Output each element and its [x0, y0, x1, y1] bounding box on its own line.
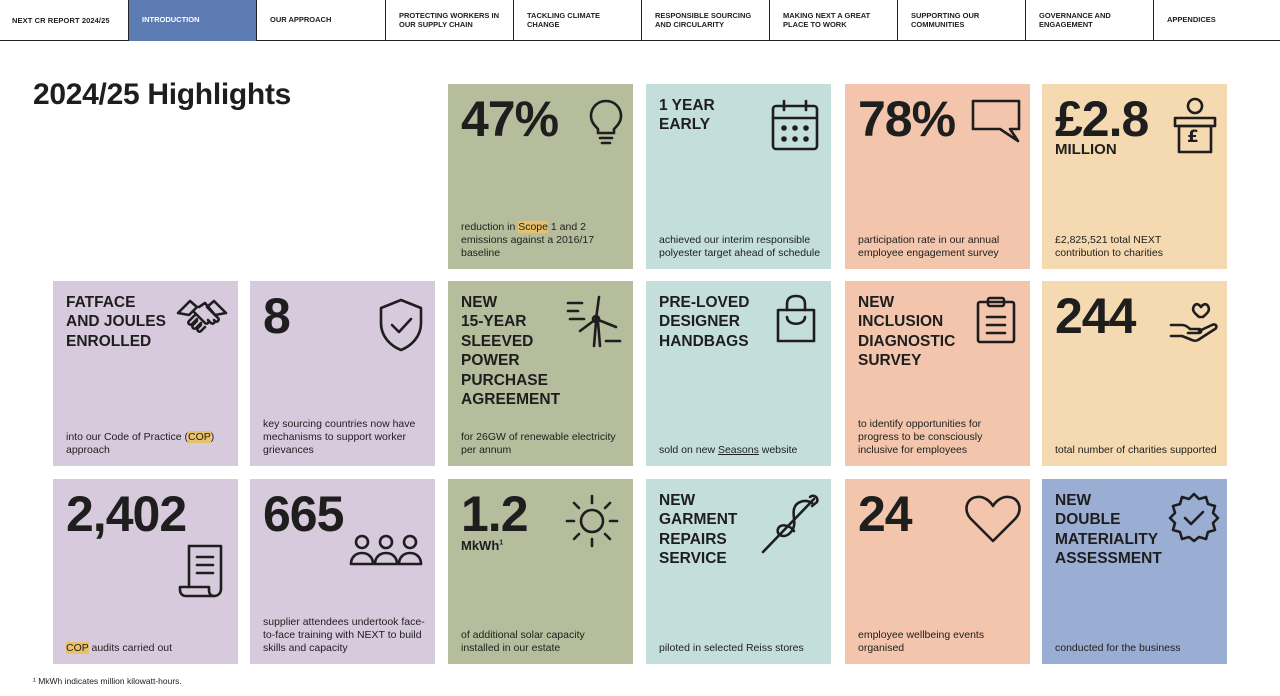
shield-check-icon [378, 297, 424, 358]
clipboard-icon [975, 295, 1017, 350]
tile-description: employee wellbeing events organised [858, 628, 985, 654]
tile-heading: NEW 15-YEAR SLEEVED POWER PURCHASE AGREEMENT [461, 294, 561, 408]
tile-heading: 1 YEAR EARLY [659, 97, 715, 134]
tile-value: 665 [263, 486, 344, 542]
tile-heading: NEW DOUBLE MATERIALITY ASSESSMENT [1055, 492, 1162, 568]
tab-great-place-to-work[interactable]: MAKING NEXT A GREAT PLACE TO WORK [769, 0, 897, 41]
tab-governance[interactable]: GOVERNANCE AND ENGAGEMENT [1025, 0, 1153, 41]
tile-wellbeing-events: 24 employee wellbeing events organised [845, 479, 1030, 664]
sun-icon [564, 493, 620, 554]
tile-scope-emissions: 47% reduction in Scope 1 and 2 emissions… [448, 84, 633, 269]
tile-description: for 26GW of renewable electricity per an… [461, 430, 616, 456]
tile-description: reduction in Scope 1 and 2 emissions aga… [461, 220, 595, 259]
tile-cop-audits: 2,402 COP audits carried out [53, 479, 238, 664]
heart-icon [963, 493, 1023, 550]
shopping-bag-icon [774, 293, 818, 350]
footnote: ¹ MkWh indicates million kilowatt-hours. [33, 676, 182, 686]
tile-description: key sourcing countries now have mechanis… [263, 417, 416, 456]
tile-solar-capacity: 1.2 MkWh1 of additional solar capacity i… [448, 479, 633, 664]
tile-description: conducted for the business [1055, 641, 1181, 654]
wind-turbine-icon [566, 293, 622, 354]
tab-protecting-workers[interactable]: PROTECTING WORKERS IN OUR SUPPLY CHAIN [385, 0, 513, 41]
tile-value: 1.2 [461, 486, 529, 542]
tile-worker-grievances: 8 key sourcing countries now have mechan… [250, 281, 435, 466]
tile-description: piloted in selected Reiss stores [659, 641, 804, 654]
tile-heading: FATFACE AND JOULES ENROLLED [66, 294, 166, 350]
tab-supporting-communities[interactable]: SUPPORTING OUR COMMUNITIES [897, 0, 1025, 41]
tile-value: 47% [461, 91, 559, 147]
tile-polyester-target: 1 YEAR EARLY achieved our interim respons… [646, 84, 831, 269]
tile-value: 244 [1055, 288, 1136, 344]
tile-charity-contribution: £2.8 MILLION £ £2,825,521 total NEXT con… [1042, 84, 1227, 269]
lightbulb-icon [588, 98, 624, 151]
tile-charities-supported: 244 total number of charities supported [1042, 281, 1227, 466]
seasons-link[interactable]: Seasons [717, 443, 759, 456]
tab-appendices[interactable]: APPENDICES [1153, 0, 1280, 41]
tile-description: into our Code of Practice (COP) approach [66, 430, 215, 456]
tile-description: achieved our interim responsible polyest… [659, 233, 821, 259]
report-title[interactable]: NEXT CR REPORT 2024/25 [12, 16, 110, 25]
tab-introduction[interactable]: INTRODUCTION [128, 0, 256, 41]
pound-sign: £ [1187, 127, 1199, 147]
donation-box-icon: £ [1172, 96, 1218, 161]
needle-thread-icon [760, 493, 822, 560]
tile-heading: PRE-LOVED DESIGNER HANDBAGS [659, 294, 750, 350]
hand-heart-icon [1168, 295, 1220, 352]
tile-value: 24 [858, 486, 913, 542]
document-icon [177, 543, 225, 604]
tile-description: to identify opportunities for progress t… [858, 417, 983, 456]
speech-bubble-icon [970, 98, 1022, 149]
tile-description: total number of charities supported [1055, 443, 1217, 456]
tile-value: 8 [263, 288, 291, 344]
tab-our-approach[interactable]: OUR APPROACH [256, 0, 385, 41]
tile-description: of additional solar capacity installed i… [461, 628, 585, 654]
tile-value: 78% [858, 91, 956, 147]
badge-check-icon [1168, 491, 1220, 548]
tile-unit: MkWh1 [461, 538, 504, 553]
tile-description: £2,825,521 total NEXT contribution to ch… [1055, 233, 1163, 259]
tile-engagement-survey: 78% participation rate in our annual emp… [845, 84, 1030, 269]
tile-supplier-training: 665 supplier attendees undertook face-to… [250, 479, 435, 664]
tab-tackling-climate-change[interactable]: TACKLING CLIMATE CHANGE [513, 0, 641, 41]
people-group-icon [348, 533, 424, 572]
tile-description: supplier attendees undertook face-to-fac… [263, 615, 425, 654]
top-navigation: NEXT CR REPORT 2024/25 INTRODUCTION OUR … [0, 0, 1280, 41]
tile-value: 2,402 [66, 486, 187, 542]
calendar-icon [770, 98, 820, 157]
tile-garment-repairs: NEW GARMENT REPAIRS SERVICE piloted in sele… [646, 479, 831, 664]
tile-description: participation rate in our annual employe… [858, 233, 1000, 259]
tile-unit: MILLION [1055, 141, 1117, 158]
tile-description: COP audits carried out [66, 641, 173, 654]
tile-inclusion-survey: NEW INCLUSION DIAGNOSTIC SURVEY to identify… [845, 281, 1030, 466]
tile-description: sold on new Seasons website [659, 443, 798, 456]
tile-heading: NEW INCLUSION DIAGNOSTIC SURVEY [858, 294, 956, 370]
tile-power-purchase: NEW 15-YEAR SLEEVED POWER PURCHASE AGREEMENT … [448, 281, 633, 466]
tile-double-materiality: NEW DOUBLE MATERIALITY ASSESSMENT conducted… [1042, 479, 1227, 664]
tile-value: £2.8 [1055, 91, 1149, 147]
tile-heading: NEW GARMENT REPAIRS SERVICE [659, 492, 738, 568]
tile-fatface-joules: FATFACE AND JOULES ENROLLED into our Code … [53, 281, 238, 466]
tile-preloved-handbags: PRE-LOVED DESIGNER HANDBAGS sold on new Se… [646, 281, 831, 466]
tab-responsible-sourcing[interactable]: RESPONSIBLE SOURCING AND CIRCULARITY [641, 0, 769, 41]
page-title: 2024/25 Highlights [33, 78, 292, 111]
handshake-icon [175, 293, 229, 346]
